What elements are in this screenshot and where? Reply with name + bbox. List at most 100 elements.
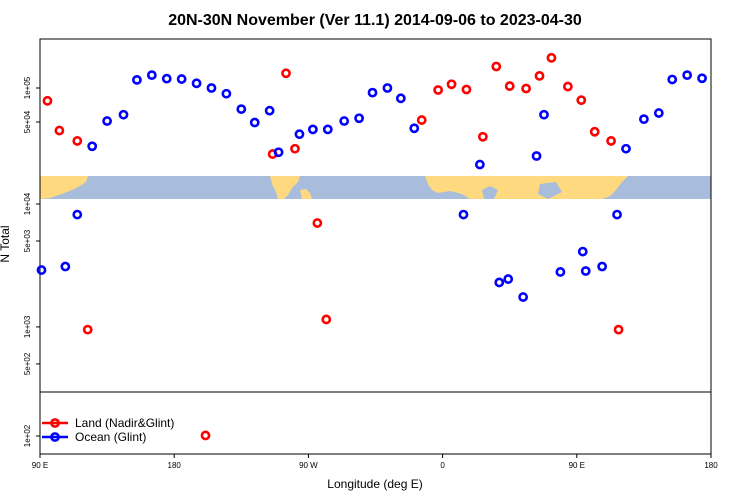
data-point — [354, 113, 364, 124]
land-mass — [300, 189, 312, 199]
y-tick-label: 1e+05 — [23, 76, 32, 99]
data-point — [321, 314, 332, 325]
x-tick-label: 90 W — [299, 461, 318, 470]
data-point — [555, 267, 566, 277]
data-point — [367, 87, 378, 98]
panel-frames — [39, 38, 712, 455]
legend-label: Land (Nadir&Glint) — [75, 416, 174, 430]
data-point — [206, 83, 217, 93]
data-point — [534, 70, 545, 81]
x-tick-label: 90 E — [32, 461, 48, 470]
data-point — [597, 261, 608, 272]
data-point — [458, 209, 469, 220]
legend: Land (Nadir&Glint)Ocean (Glint) — [42, 416, 174, 444]
ocean-patch — [538, 182, 562, 199]
data-point — [474, 159, 485, 170]
data-point — [546, 52, 557, 63]
y-tick-label: 5e+04 — [23, 110, 32, 133]
data-point — [54, 125, 65, 136]
data-point — [87, 141, 98, 152]
data-point — [281, 68, 291, 79]
x-axis-title: Longitude (deg E) — [327, 477, 422, 491]
land-mass — [40, 176, 88, 199]
data-point — [682, 70, 693, 81]
data-point — [612, 209, 622, 220]
data-point — [504, 81, 515, 91]
legend-marker — [50, 418, 60, 428]
data-point — [577, 246, 588, 257]
data-point — [236, 104, 247, 115]
data-point — [72, 209, 83, 220]
data-point — [491, 61, 502, 72]
data-point — [613, 324, 624, 335]
data-point — [580, 266, 591, 276]
world-map-strip — [40, 176, 711, 199]
data-point — [461, 84, 472, 95]
data-point — [521, 83, 532, 94]
data-point — [176, 74, 187, 84]
data-point — [503, 274, 514, 284]
data-point — [531, 151, 542, 161]
data-point — [409, 123, 420, 134]
data-point — [221, 88, 232, 99]
data-point — [60, 261, 71, 272]
data-point — [667, 74, 678, 85]
y-tick-label: 1e+03 — [23, 315, 32, 338]
data-point — [132, 74, 142, 85]
data-point — [562, 81, 573, 92]
data-point — [395, 93, 406, 104]
chart-title: 20N-30N November (Ver 11.1) 2014-09-06 t… — [168, 12, 582, 29]
data-point — [322, 124, 333, 135]
data-point — [518, 292, 529, 302]
axes: 90 E 180 90 W 0 90 E 180 5e+04 1e+05 5e+02 1e+03 5… — [23, 76, 718, 470]
data-point — [294, 129, 305, 140]
x-tick-label: 0 — [440, 461, 445, 470]
data-point — [639, 114, 649, 125]
data-point — [312, 218, 323, 228]
data-point — [539, 109, 549, 120]
data-point — [494, 277, 505, 288]
data-point — [146, 70, 157, 81]
data-point — [339, 116, 350, 126]
data-point — [382, 83, 393, 93]
data-point — [606, 136, 616, 146]
data-point — [416, 115, 427, 125]
plot-frame — [39, 38, 712, 455]
x-tick-label: 180 — [704, 461, 718, 470]
land-mass — [425, 176, 628, 199]
ocean-patch — [482, 186, 498, 199]
data-point — [307, 124, 318, 135]
y-axis-title: N Total — [0, 225, 12, 262]
data-point — [264, 105, 275, 116]
legend-marker — [50, 432, 60, 442]
x-tick-label: 90 E — [569, 461, 585, 470]
data-point — [42, 95, 53, 106]
data-point — [82, 324, 93, 335]
data-point — [191, 78, 202, 89]
x-tick-label: 180 — [168, 461, 182, 470]
data-point — [102, 116, 112, 126]
data-point — [200, 430, 211, 441]
land-mass — [270, 176, 300, 199]
data-point — [576, 95, 587, 106]
data-point — [433, 85, 444, 95]
data-point — [446, 79, 457, 90]
data-point — [589, 126, 600, 137]
y-tick-label: 1e+02 — [23, 424, 32, 447]
data-point — [72, 136, 83, 146]
data-point — [290, 143, 300, 154]
data-point — [653, 108, 664, 118]
legend-label: Ocean (Glint) — [75, 430, 146, 444]
data-point — [273, 147, 284, 158]
data-points — [36, 52, 707, 441]
data-point — [697, 73, 707, 84]
data-point — [477, 131, 488, 142]
data-point — [161, 73, 172, 84]
data-point — [36, 265, 47, 275]
y-tick-label: 5e+02 — [23, 352, 32, 375]
y-tick-label: 5e+03 — [23, 229, 32, 252]
data-point — [621, 143, 631, 154]
data-point — [118, 109, 129, 120]
